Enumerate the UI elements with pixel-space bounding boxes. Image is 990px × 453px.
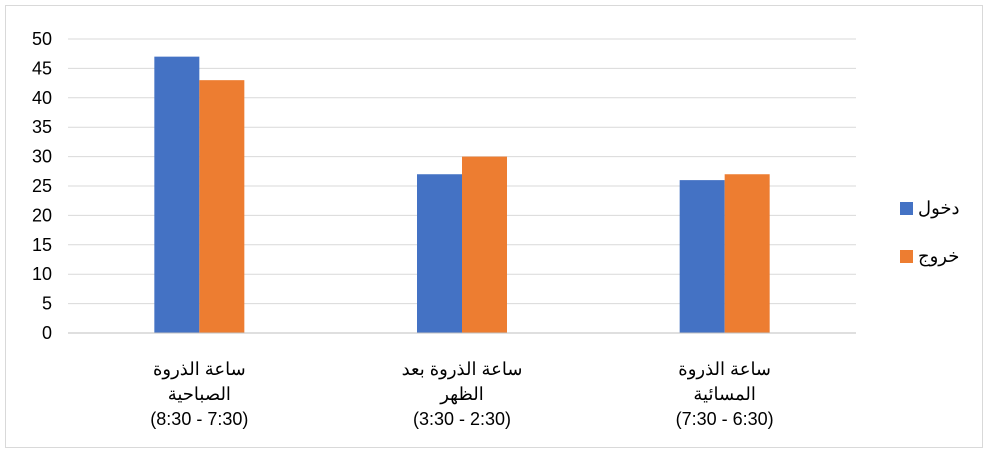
legend-label: خروج: [918, 246, 959, 267]
legend-swatch: [900, 250, 913, 263]
x-tick-label: ساعة الذروة: [678, 359, 771, 380]
y-tick-label: 15: [32, 235, 52, 255]
x-tick-label: الظهر: [439, 384, 483, 405]
bar-2-3: [724, 174, 770, 333]
y-tick-label: 0: [42, 323, 52, 343]
x-tick-label: ساعة الذروة بعد: [402, 359, 523, 380]
y-tick-label: 30: [32, 147, 52, 167]
y-tick-label: 20: [32, 205, 52, 225]
bar-1-2: [417, 174, 462, 333]
bar-2-1: [199, 80, 245, 333]
y-tick-label: 45: [32, 58, 52, 78]
y-tick-label: 25: [32, 176, 52, 196]
legend-label: دخول: [918, 198, 960, 219]
y-tick-label: 40: [32, 88, 52, 108]
y-tick-label: 10: [32, 264, 52, 284]
x-tick-label: (7:30 - 6:30): [676, 409, 774, 429]
x-tick-label: ساعة الذروة: [153, 359, 246, 380]
bar-2-2: [462, 156, 507, 333]
x-tick-label: المسائية: [693, 384, 756, 404]
bar-1-1: [154, 56, 200, 333]
y-tick-label: 50: [32, 29, 52, 49]
x-tick-label: الصباحية: [168, 384, 231, 404]
x-tick-label: (3:30 - 2:30): [413, 409, 511, 429]
y-tick-label: 35: [32, 117, 52, 137]
legend-swatch: [900, 202, 913, 215]
x-tick-label: (8:30 - 7:30): [150, 409, 248, 429]
y-tick-label: 5: [42, 294, 52, 314]
bar-1-3: [679, 180, 725, 333]
